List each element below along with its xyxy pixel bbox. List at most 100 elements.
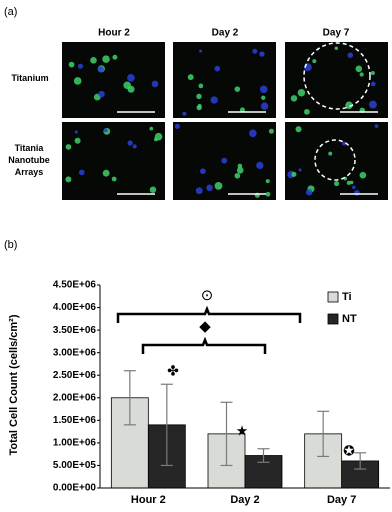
- cell: [352, 185, 356, 190]
- cell: [103, 128, 108, 133]
- legend-label: Ti: [342, 291, 352, 303]
- cell: [268, 128, 274, 134]
- micrograph: [62, 122, 165, 200]
- error-bar: [257, 448, 270, 463]
- cell: [78, 169, 85, 176]
- cell: [174, 123, 180, 129]
- cell: [90, 56, 97, 64]
- cell: [73, 77, 82, 85]
- y-tick-label: 3.50E+06: [53, 325, 97, 336]
- cell: [196, 93, 202, 100]
- y-tick-label: 1.50E+06: [53, 415, 97, 426]
- cell: [374, 124, 379, 128]
- annotation: ✤: [167, 363, 179, 379]
- cell: [265, 191, 271, 197]
- cell: [298, 168, 302, 172]
- cell: [328, 151, 333, 156]
- legend-swatch: [327, 313, 339, 325]
- cell: [295, 126, 302, 133]
- error-bar: [220, 401, 233, 467]
- cell: [197, 103, 202, 109]
- y-tick-label: 2.50E+06: [53, 370, 97, 381]
- cell: [349, 180, 354, 185]
- column-label: Hour 2: [98, 28, 130, 39]
- cell: [182, 111, 187, 116]
- x-tick-label: Hour 2: [131, 494, 166, 506]
- y-tick-label: 1.00E+06: [53, 438, 97, 449]
- panel-label: (a): [4, 6, 17, 18]
- cell: [149, 186, 157, 193]
- cell: [149, 126, 154, 131]
- cell: [252, 48, 258, 54]
- bracket: [116, 305, 302, 323]
- cell: [127, 74, 135, 82]
- cell: [127, 140, 133, 146]
- cell: [290, 95, 298, 102]
- column-label: Day 7: [323, 28, 350, 39]
- bracket: [141, 336, 267, 354]
- y-axis-label: Total Cell Count (cells/cm²): [8, 314, 20, 455]
- x-tick-label: Day 2: [230, 494, 259, 506]
- cell: [214, 65, 221, 72]
- y-tick-label: 4.50E+06: [53, 280, 97, 291]
- legend-label: NT: [342, 313, 357, 325]
- cell: [154, 132, 163, 141]
- cell: [355, 65, 363, 73]
- cell: [111, 176, 117, 182]
- y-tick-label: 2.00E+06: [53, 392, 97, 403]
- cell: [77, 63, 84, 69]
- cell: [303, 108, 310, 115]
- y-tick-label: 5.00E+05: [53, 460, 97, 471]
- cell: [221, 157, 228, 164]
- row-label: Titanium: [11, 73, 49, 83]
- cell: [123, 81, 131, 90]
- annotation: ◆: [199, 318, 211, 335]
- column-label: Day 2: [212, 28, 239, 39]
- cell: [239, 107, 245, 113]
- cell: [112, 54, 118, 60]
- highlight-circle: [303, 42, 371, 110]
- cell: [74, 130, 78, 134]
- cell: [334, 46, 339, 51]
- error-bar: [123, 370, 136, 426]
- cell: [260, 102, 269, 110]
- cell: [214, 181, 223, 190]
- annotation: ⊙: [201, 287, 214, 304]
- cell: [354, 189, 360, 196]
- cell: [74, 137, 81, 144]
- cell: [236, 166, 244, 174]
- cell: [370, 70, 375, 76]
- error-bar: [317, 410, 330, 458]
- y-tick-label: 4.00E+06: [53, 302, 97, 313]
- cell: [256, 161, 264, 170]
- cell: [210, 96, 218, 104]
- cell: [102, 55, 110, 63]
- cell: [359, 171, 367, 179]
- cell: [97, 66, 104, 73]
- cell: [132, 144, 137, 149]
- annotation: ★: [236, 423, 249, 439]
- cell: [259, 51, 265, 57]
- cell: [291, 171, 297, 177]
- highlight-circle: [314, 139, 356, 181]
- cell: [98, 90, 105, 98]
- y-tick-label: 0.00E+00: [53, 483, 97, 494]
- cell: [249, 129, 257, 138]
- cell: [187, 74, 194, 81]
- cell: [312, 59, 317, 64]
- error-bar: [354, 452, 367, 470]
- cell: [68, 61, 75, 68]
- cell: [151, 80, 159, 88]
- cell: [261, 95, 266, 100]
- cell: [65, 176, 72, 183]
- annotation: ✪: [343, 443, 355, 459]
- cell: [200, 168, 206, 175]
- micrograph: [285, 122, 388, 200]
- cell: [102, 169, 110, 177]
- cell: [346, 180, 351, 185]
- cell: [206, 184, 213, 192]
- cell: [347, 52, 354, 58]
- row-label: Titania Nanotube Arrays: [8, 143, 50, 177]
